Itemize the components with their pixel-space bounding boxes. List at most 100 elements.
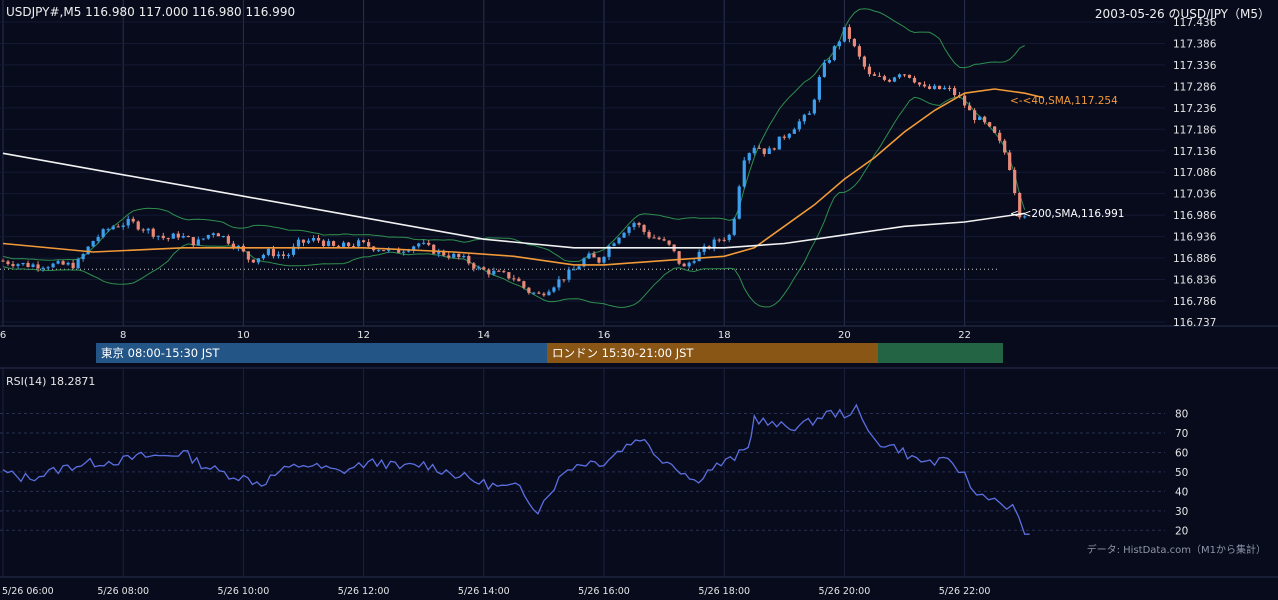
candle-down — [973, 110, 977, 120]
candle-down — [432, 244, 436, 254]
time-tick-label: 5/26 14:00 — [458, 586, 510, 597]
candle-down — [331, 241, 336, 246]
candle-up — [767, 148, 771, 155]
candle-up — [837, 41, 841, 47]
candle-down — [952, 88, 957, 96]
bollinger-bands — [2, 8, 1026, 308]
candle-down — [382, 250, 386, 252]
candle-up — [692, 261, 696, 263]
candle-up — [121, 225, 125, 227]
candle-down — [662, 239, 666, 241]
candle-up — [712, 239, 716, 249]
candle-down — [947, 87, 952, 89]
candle-up — [422, 242, 426, 244]
candle-down — [677, 251, 681, 264]
candle-up — [792, 129, 796, 134]
candle-down — [998, 132, 1002, 141]
candle-up — [286, 254, 291, 256]
candle-up — [577, 266, 581, 270]
y-tick-label: 116.836 — [1173, 275, 1217, 287]
candle-down — [226, 236, 230, 244]
candle-down — [637, 223, 641, 225]
candle-down — [26, 262, 30, 267]
sma-200-label: <-<200,SMA,116.991 — [1010, 208, 1124, 220]
candle-up — [171, 233, 175, 239]
candle-up — [942, 87, 947, 90]
candle-up — [832, 46, 836, 60]
candle-down — [968, 105, 972, 111]
candle-up — [932, 85, 937, 89]
candle-up — [21, 262, 25, 265]
candle-up — [607, 246, 611, 257]
candle-down — [642, 224, 646, 232]
rsi-series-line — [2, 403, 1030, 535]
candle-up — [311, 237, 316, 241]
candle-up — [587, 253, 591, 259]
y-tick-label: 117.186 — [1173, 124, 1217, 136]
candle-down — [917, 82, 922, 85]
rsi-y-tick-label: 60 — [1175, 447, 1188, 459]
candle-up — [91, 240, 95, 247]
x-tick-label: 20 — [838, 330, 851, 341]
candle-up — [602, 256, 606, 263]
candle-up — [407, 250, 411, 252]
candle-up — [51, 263, 55, 268]
candle-down — [6, 261, 10, 265]
candle-down — [722, 239, 726, 241]
candle-down — [907, 74, 912, 78]
x-tick-label: 10 — [237, 330, 250, 341]
candle-down — [186, 236, 190, 238]
candle-down — [592, 253, 596, 258]
candle-up — [747, 153, 751, 161]
candle-up — [807, 113, 811, 115]
candle-up — [777, 136, 781, 150]
candle-down — [231, 243, 235, 248]
candle-up — [842, 27, 846, 42]
session-london: ロンドン 15:30-21:00 JST — [547, 343, 878, 363]
candle-down — [1008, 152, 1012, 171]
candle-down — [336, 245, 341, 247]
candle-down — [922, 84, 927, 87]
candle-up — [261, 254, 266, 259]
candle-down — [11, 264, 15, 267]
candle-down — [442, 250, 446, 256]
time-tick-label: 5/26 10:00 — [218, 586, 270, 597]
candle-up — [557, 279, 561, 288]
candle-up — [326, 241, 331, 246]
candle-down — [1003, 140, 1007, 153]
candle-down — [852, 38, 857, 47]
candle-up — [181, 236, 185, 238]
candle-down — [241, 245, 245, 252]
candle-up — [126, 218, 130, 226]
candle-down — [782, 136, 786, 138]
candle-up — [437, 250, 441, 254]
rsi-line — [2, 403, 1030, 535]
x-tick-label: 12 — [357, 330, 370, 341]
candle-up — [76, 259, 80, 269]
rsi-y-tick-label: 20 — [1175, 525, 1188, 537]
candle-up — [802, 114, 806, 122]
candle-down — [597, 257, 601, 263]
candle-down — [902, 74, 907, 76]
time-tick-label: 5/26 08:00 — [97, 586, 149, 597]
candle-up — [827, 59, 831, 63]
candle-up — [417, 243, 421, 247]
candle-down — [61, 261, 65, 265]
rsi-y-tick-label: 30 — [1175, 506, 1188, 518]
candle-up — [356, 240, 361, 247]
time-tick-label: 5/26 12:00 — [338, 586, 390, 597]
candle-down — [216, 233, 220, 237]
candle-up — [477, 267, 481, 269]
candle-up — [306, 240, 311, 243]
candle-down — [927, 86, 932, 89]
data-source-note: データ: HistData.com（M1から集計） — [1086, 545, 1266, 556]
candle-up — [206, 234, 210, 239]
sma-200-line — [2, 152, 1025, 249]
session-newyork — [878, 343, 1003, 363]
y-tick-label: 117.286 — [1173, 81, 1217, 93]
candle-up — [236, 245, 240, 248]
candle-down — [1018, 192, 1022, 218]
candle-down — [667, 240, 671, 245]
candle-down — [502, 271, 506, 273]
candle-down — [857, 46, 862, 57]
